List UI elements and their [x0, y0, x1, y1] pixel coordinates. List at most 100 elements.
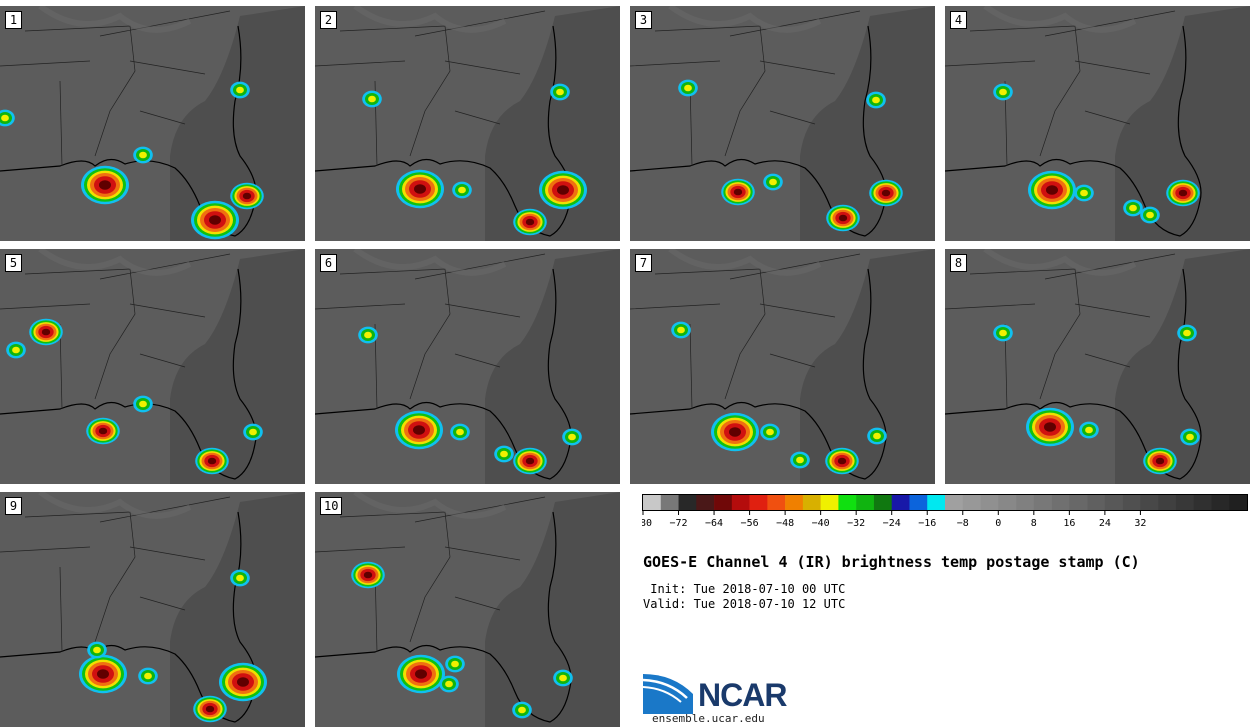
convective-cell — [230, 81, 250, 99]
panel-number: 8 — [950, 254, 967, 272]
colorbar-tick-label: −8 — [957, 518, 969, 529]
convective-cell — [351, 561, 385, 589]
ir-map — [315, 249, 620, 484]
convective-cell — [494, 445, 514, 463]
ir-map — [315, 6, 620, 241]
ir-map — [315, 492, 620, 727]
ncar-url: ensemble.ucar.edu — [652, 712, 765, 725]
colorbar-bin — [1122, 495, 1141, 510]
colorbar-tick-label: −24 — [883, 518, 901, 529]
convective-cell — [512, 701, 532, 719]
convective-cell — [711, 412, 759, 452]
convective-cell — [1079, 421, 1099, 439]
convective-cell — [993, 83, 1013, 101]
convective-cell — [138, 667, 158, 685]
convective-cell — [439, 675, 459, 693]
convective-cell — [79, 654, 127, 694]
stamp-panel-7: 7 — [630, 249, 935, 484]
convective-cell — [1123, 199, 1143, 217]
colorbar-bin — [1229, 495, 1248, 510]
colorbar-bin — [873, 495, 893, 510]
colorbar-bin — [714, 495, 733, 510]
colorbar-bin — [678, 495, 697, 510]
colorbar-bin — [1175, 495, 1195, 510]
panel-number: 2 — [320, 11, 337, 29]
convective-cell — [826, 204, 860, 232]
convective-cell — [869, 179, 903, 207]
colorbar-bin — [1104, 495, 1123, 510]
stamp-panel-1: 1 — [0, 6, 305, 241]
convective-cell — [230, 182, 264, 210]
convective-cell — [191, 200, 239, 240]
convective-cell — [450, 423, 470, 441]
figure-title: GOES-E Channel 4 (IR) brightness temp po… — [643, 553, 1140, 571]
colorbar-bin — [1211, 495, 1230, 510]
convective-cell — [678, 79, 698, 97]
convective-cell — [395, 410, 443, 450]
convective-cell — [790, 451, 810, 469]
convective-cell — [539, 170, 587, 210]
colorbar-bin — [838, 495, 857, 510]
ir-map — [0, 6, 305, 241]
panel-number: 1 — [5, 11, 22, 29]
colorbar-tick-label: 0 — [995, 518, 1001, 529]
ncar-logo-icon — [643, 674, 693, 714]
convective-cell — [362, 90, 382, 108]
ir-map — [630, 249, 935, 484]
init-time: Init: Tue 2018-07-10 00 UTC — [643, 582, 846, 596]
stamp-panel-8: 8 — [945, 249, 1250, 484]
stamp-panel-10: 10 — [315, 492, 620, 727]
colorbar-bin — [891, 495, 910, 510]
colorbar-tick-label: −48 — [776, 518, 794, 529]
ir-map — [945, 249, 1250, 484]
colorbar-bin — [1087, 495, 1106, 510]
colorbar-bin — [1016, 495, 1035, 510]
colorbar-bin — [1051, 495, 1070, 510]
colorbar-bin — [802, 495, 821, 510]
colorbar-bin — [980, 495, 999, 510]
colorbar-bin — [1193, 495, 1212, 510]
convective-cell — [358, 326, 378, 344]
colorbar-bin — [767, 495, 786, 510]
convective-cell — [445, 655, 465, 673]
panel-number: 10 — [320, 497, 343, 515]
colorbar-tick-label: −72 — [669, 518, 687, 529]
convective-cell — [513, 208, 547, 236]
convective-cell — [230, 569, 250, 587]
colorbar-bin — [643, 495, 662, 510]
convective-cell — [195, 447, 229, 475]
panel-number: 3 — [635, 11, 652, 29]
convective-cell — [867, 427, 887, 445]
ir-map — [0, 492, 305, 727]
colorbar-bin — [1158, 495, 1177, 510]
colorbar-tick-label: 8 — [1031, 518, 1037, 529]
panel-number: 9 — [5, 497, 22, 515]
convective-cell — [866, 91, 886, 109]
colorbar-bin — [998, 495, 1017, 510]
panel-number: 5 — [5, 254, 22, 272]
colorbar-bin — [1140, 495, 1159, 510]
colorbar-bin — [785, 495, 804, 510]
colorbar-bin — [909, 495, 928, 510]
convective-cell — [760, 423, 780, 441]
convective-cell — [671, 321, 691, 339]
convective-cell — [553, 669, 573, 687]
colorbar-bin — [1033, 495, 1052, 510]
convective-cell — [1028, 170, 1076, 210]
convective-cell — [1180, 428, 1200, 446]
colorbar-border — [642, 494, 1248, 511]
convective-cell — [29, 318, 63, 346]
convective-cell — [721, 178, 755, 206]
convective-cell — [6, 341, 26, 359]
colorbar-tick-label: −80 — [642, 518, 652, 529]
colorbar-bin — [731, 495, 750, 510]
stamp-panel-2: 2 — [315, 6, 620, 241]
convective-cell — [1074, 184, 1094, 202]
convective-cell — [87, 641, 107, 659]
valid-time: Valid: Tue 2018-07-10 12 UTC — [643, 597, 846, 611]
convective-cell — [86, 417, 120, 445]
convective-cell — [1177, 324, 1197, 342]
colorbar-bin — [820, 495, 839, 510]
colorbar-tick-label: −16 — [918, 518, 936, 529]
